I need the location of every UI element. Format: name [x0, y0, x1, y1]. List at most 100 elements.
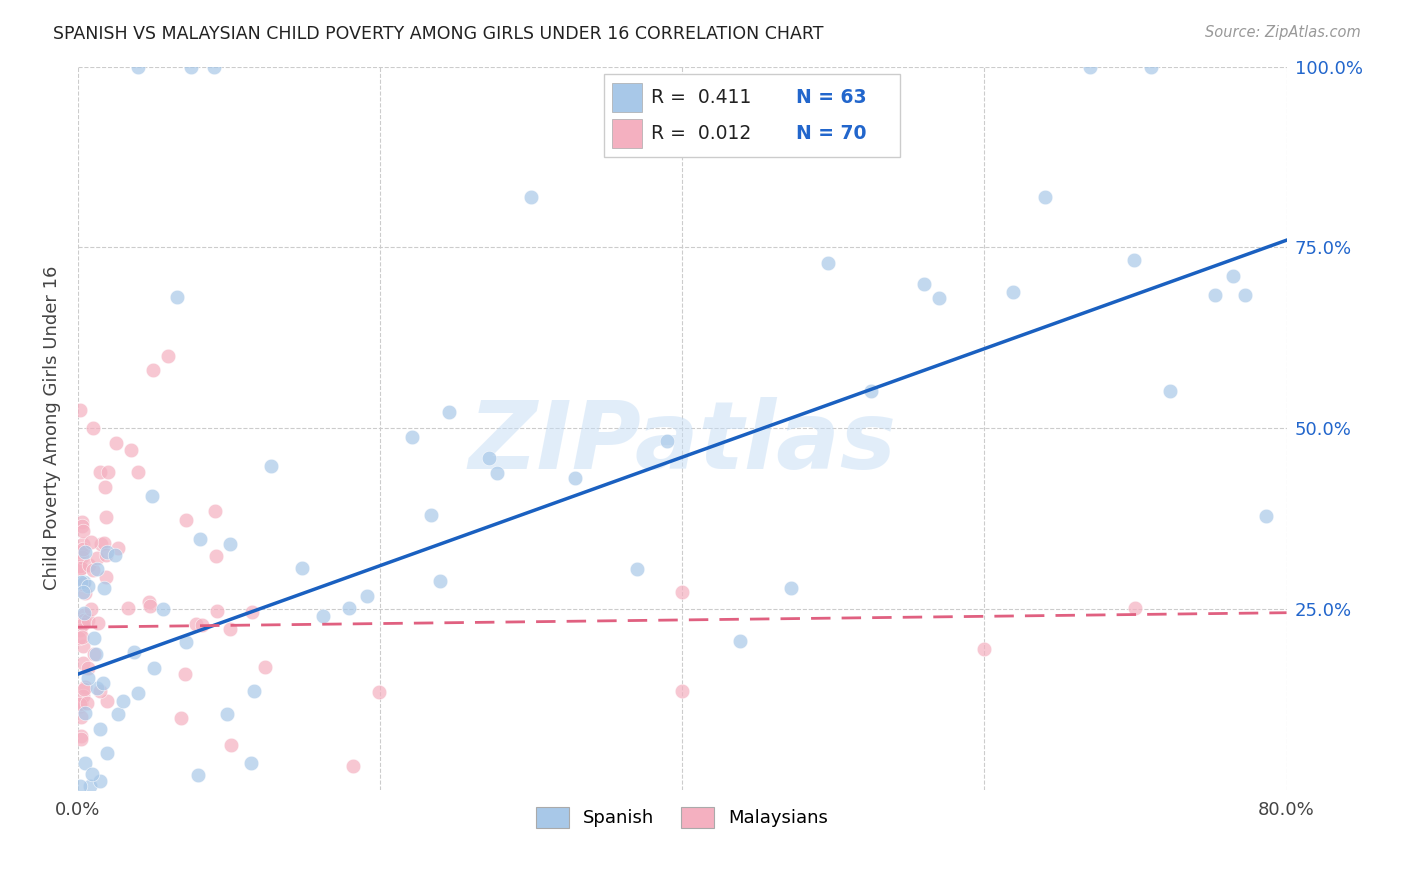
- Point: [90, 537, 112, 551]
- Point: [87, 615, 110, 630]
- Point: [69, 402, 91, 417]
- Point: [93, 581, 115, 595]
- Point: [215, 706, 238, 721]
- Point: [89, 465, 111, 479]
- Point: [138, 595, 160, 609]
- Point: [1078, 60, 1101, 74]
- Point: [174, 513, 197, 527]
- Point: [174, 634, 197, 648]
- Point: [173, 667, 195, 681]
- Legend: Spanish, Malaysians: Spanish, Malaysians: [529, 800, 835, 835]
- Point: [77, 661, 100, 675]
- Point: [520, 190, 543, 204]
- Point: [240, 605, 263, 619]
- Point: [73, 606, 96, 620]
- Point: [205, 605, 228, 619]
- Point: [240, 756, 263, 771]
- Point: [69, 729, 91, 743]
- Point: [86, 562, 108, 576]
- Point: [728, 634, 751, 648]
- Point: [671, 684, 693, 698]
- Point: [188, 532, 211, 546]
- Point: [82, 421, 104, 435]
- Point: [70, 732, 93, 747]
- Point: [180, 60, 202, 74]
- Point: [76, 697, 98, 711]
- Point: [80, 601, 103, 615]
- Point: [72, 656, 94, 670]
- Point: [780, 581, 803, 595]
- Point: [817, 256, 839, 270]
- Point: [91, 676, 114, 690]
- Point: [72, 542, 94, 557]
- Point: [89, 723, 111, 737]
- Text: R =  0.012: R = 0.012: [651, 124, 751, 144]
- Point: [290, 561, 312, 575]
- Point: [86, 550, 108, 565]
- Point: [72, 536, 94, 550]
- FancyBboxPatch shape: [603, 74, 900, 157]
- Point: [69, 699, 91, 714]
- Point: [1159, 384, 1181, 398]
- Point: [73, 575, 96, 590]
- Point: [73, 545, 96, 559]
- Point: [72, 515, 94, 529]
- Point: [368, 684, 391, 698]
- Point: [70, 550, 93, 565]
- Point: [73, 613, 96, 627]
- Point: [1125, 601, 1147, 615]
- Point: [73, 756, 96, 770]
- Bar: [613, 83, 643, 112]
- Point: [152, 602, 174, 616]
- Point: [89, 684, 111, 698]
- Point: [69, 697, 91, 711]
- Point: [86, 647, 108, 661]
- Point: [1033, 190, 1056, 204]
- Point: [1002, 285, 1025, 300]
- Point: [157, 349, 180, 363]
- Point: [243, 684, 266, 698]
- Point: [72, 630, 94, 644]
- Point: [437, 405, 460, 419]
- Point: [96, 693, 118, 707]
- Point: [104, 435, 127, 450]
- Point: [79, 780, 101, 794]
- Point: [973, 642, 995, 657]
- Point: [69, 710, 91, 724]
- Point: [83, 631, 105, 645]
- Text: Source: ZipAtlas.com: Source: ZipAtlas.com: [1205, 25, 1361, 40]
- Bar: [613, 120, 643, 148]
- Point: [69, 562, 91, 576]
- Point: [73, 681, 96, 696]
- Point: [117, 601, 139, 615]
- Point: [72, 524, 94, 538]
- Point: [94, 548, 117, 562]
- Point: [1139, 60, 1161, 74]
- Point: [120, 442, 142, 457]
- Point: [219, 738, 242, 752]
- Point: [202, 60, 225, 74]
- Point: [401, 430, 423, 444]
- Point: [671, 584, 693, 599]
- Point: [73, 680, 96, 694]
- Point: [69, 561, 91, 575]
- Point: [564, 471, 586, 485]
- Point: [205, 549, 228, 563]
- Point: [79, 558, 101, 573]
- Point: [82, 564, 104, 578]
- Y-axis label: Child Poverty Among Girls Under 16: Child Poverty Among Girls Under 16: [44, 266, 60, 591]
- Point: [67, 631, 90, 645]
- Point: [70, 696, 93, 710]
- Point: [75, 706, 97, 720]
- Point: [184, 616, 207, 631]
- Point: [93, 535, 115, 549]
- Point: [89, 773, 111, 788]
- Point: [69, 623, 91, 637]
- Point: [77, 613, 100, 627]
- Point: [94, 509, 117, 524]
- Point: [219, 622, 242, 636]
- Point: [75, 586, 97, 600]
- Point: [76, 671, 98, 685]
- Point: [72, 577, 94, 591]
- Point: [83, 647, 105, 661]
